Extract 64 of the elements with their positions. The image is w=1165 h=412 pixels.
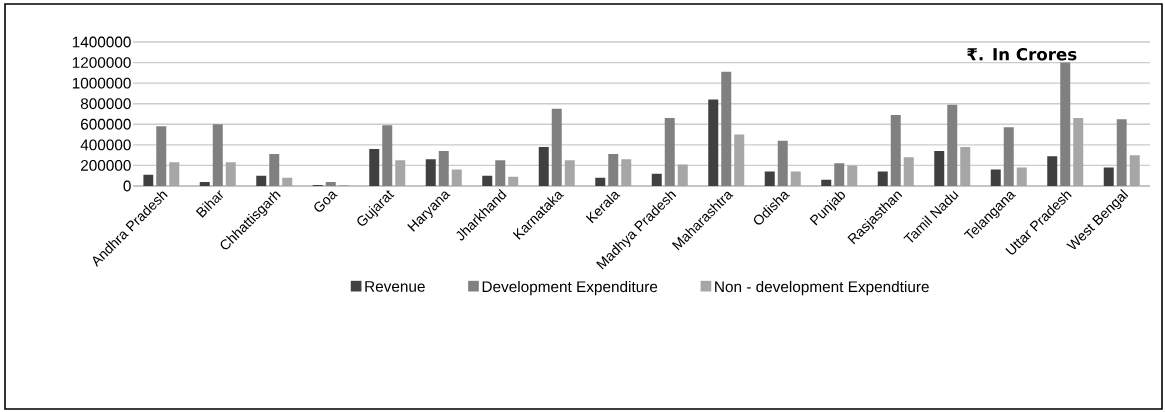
bar [1047, 156, 1058, 186]
y-tick-label: 1400000 [72, 36, 131, 48]
bar [947, 104, 958, 186]
bar [1129, 155, 1140, 186]
bar [451, 169, 462, 186]
bar [821, 179, 832, 186]
y-tick-label: 600000 [81, 118, 131, 130]
bar [903, 157, 914, 186]
y-tick-label: 400000 [80, 139, 131, 151]
bar [834, 163, 845, 186]
bar [212, 124, 223, 186]
y-tick-label: 1200000 [72, 57, 131, 68]
bar [764, 171, 775, 186]
bar [495, 160, 506, 186]
bar [382, 125, 393, 186]
bar [621, 159, 632, 186]
y-tick-label: 1000000 [72, 77, 131, 89]
bar [777, 140, 788, 186]
bar [677, 164, 688, 186]
bar [538, 146, 549, 186]
bar [990, 169, 1001, 186]
bar [225, 162, 236, 186]
bar [369, 148, 380, 186]
bar [156, 126, 167, 186]
bar [877, 171, 888, 186]
y-tick-label: 200000 [81, 160, 131, 171]
bar [1073, 118, 1084, 186]
bar [282, 177, 293, 186]
bar [438, 151, 449, 186]
bar [734, 134, 745, 186]
bar [482, 175, 493, 186]
y-tick-label: 0 [123, 180, 131, 192]
bar [960, 146, 971, 186]
y-tick-label: 800000 [80, 98, 131, 110]
legend-label: Revenue [365, 281, 425, 292]
x-tick-label: Goa [314, 191, 338, 212]
bar [934, 151, 945, 186]
bar [664, 118, 675, 186]
bar [199, 181, 210, 186]
bar [564, 160, 575, 186]
legend-label: Development Expenditure [482, 280, 658, 296]
bar [890, 115, 901, 186]
bar [551, 108, 562, 186]
bar [721, 71, 732, 186]
bar [508, 176, 519, 186]
bar [1016, 167, 1027, 186]
bar [1103, 167, 1114, 186]
annotation: ₹. In Crores [967, 47, 1077, 61]
bar [708, 99, 719, 186]
bar [395, 160, 406, 186]
bar [595, 177, 606, 186]
bar [1116, 119, 1127, 186]
bar [608, 154, 619, 186]
bar [325, 181, 336, 186]
bar [169, 162, 180, 186]
legend-label: Non - development Expendtiure [715, 280, 929, 296]
bar [1003, 127, 1014, 186]
bar [651, 173, 662, 186]
bar [425, 159, 436, 186]
bar [256, 175, 267, 186]
bar [269, 154, 280, 186]
bar [790, 171, 801, 186]
bar [1060, 62, 1071, 186]
bar [847, 165, 858, 186]
